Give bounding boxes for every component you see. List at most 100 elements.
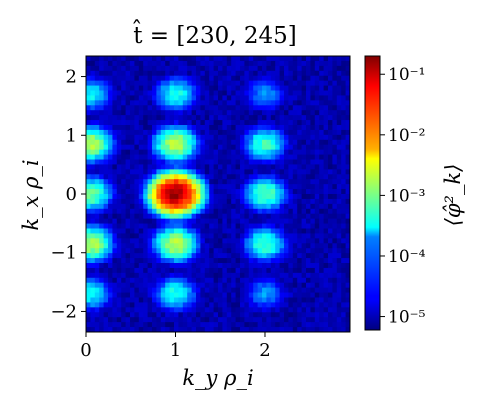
- heatmap-cell: [116, 282, 122, 289]
- heatmap-cell: [86, 208, 91, 215]
- heatmap-cell: [200, 184, 206, 190]
- heatmap-cell: [209, 208, 214, 215]
- heatmap-cell: [310, 75, 316, 82]
- heatmap-cell: [226, 65, 232, 72]
- heatmap-cell: [204, 223, 210, 229]
- heatmap-cell: [187, 144, 192, 151]
- heatmap-cell: [94, 65, 100, 72]
- heatmap-cell: [235, 307, 241, 313]
- heatmap-cell: [266, 110, 272, 116]
- heatmap-cell: [160, 70, 166, 77]
- heatmap-cell: [178, 302, 184, 308]
- heatmap-cell: [240, 312, 245, 318]
- heatmap-cell: [130, 238, 135, 244]
- heatmap-cell: [332, 179, 338, 185]
- heatmap-cell: [328, 203, 333, 210]
- heatmap-cell: [319, 60, 324, 67]
- heatmap-cell: [94, 149, 100, 155]
- heatmap-cell: [191, 203, 197, 210]
- heatmap-cell: [288, 149, 294, 155]
- heatmap-cell: [152, 218, 157, 224]
- heatmap-cell: [138, 95, 144, 101]
- heatmap-cell: [222, 327, 228, 333]
- heatmap-cell: [240, 317, 245, 323]
- heatmap-cell: [262, 307, 267, 313]
- heatmap-cell: [138, 263, 144, 269]
- heatmap-cell: [99, 90, 104, 96]
- heatmap-cell: [165, 297, 170, 303]
- heatmap-cell: [200, 302, 206, 308]
- heatmap-cell: [336, 223, 342, 229]
- heatmap-cell: [253, 179, 258, 185]
- heatmap-cell: [160, 105, 166, 111]
- heatmap-cell: [336, 75, 342, 82]
- heatmap-cell: [103, 56, 109, 62]
- heatmap-cell: [200, 179, 206, 185]
- heatmap-cell: [213, 258, 219, 264]
- heatmap-cell: [108, 194, 113, 200]
- heatmap-cell: [108, 292, 113, 298]
- heatmap-cell: [204, 100, 210, 106]
- heatmap-cell: [156, 307, 162, 313]
- heatmap-cell: [341, 302, 346, 308]
- heatmap-cell: [231, 110, 236, 116]
- heatmap-cell: [266, 327, 272, 333]
- heatmap-cell: [204, 277, 210, 284]
- heatmap-cell: [253, 60, 258, 67]
- heatmap-cell: [270, 223, 276, 229]
- heatmap-cell: [103, 169, 109, 175]
- heatmap-cell: [235, 164, 241, 170]
- heatmap-cell: [301, 327, 307, 333]
- heatmap-cell: [112, 90, 118, 96]
- heatmap-cell: [134, 198, 140, 205]
- heatmap-cell: [182, 287, 188, 293]
- heatmap-cell: [108, 203, 113, 210]
- heatmap-cell: [345, 85, 351, 91]
- heatmap-cell: [187, 120, 192, 126]
- heatmap-cell: [94, 277, 100, 284]
- heatmap-cell: [231, 115, 236, 121]
- heatmap-cell: [240, 110, 245, 116]
- heatmap-cell: [284, 129, 289, 136]
- heatmap-cell: [147, 203, 153, 210]
- heatmap-cell: [165, 105, 170, 111]
- heatmap-cell: [94, 203, 100, 210]
- heatmap-cell: [213, 139, 219, 146]
- heatmap-cell: [147, 238, 153, 244]
- heatmap-cell: [196, 248, 201, 254]
- heatmap-cell: [138, 139, 144, 146]
- heatmap-cell: [328, 198, 333, 205]
- heatmap-cell: [200, 253, 206, 259]
- heatmap-cell: [266, 233, 272, 239]
- heatmap-cell: [306, 125, 311, 131]
- heatmap-cell: [231, 134, 236, 141]
- heatmap-cell: [240, 154, 245, 160]
- heatmap-cell: [90, 263, 96, 269]
- heatmap-cell: [336, 277, 342, 284]
- heatmap-cell: [235, 258, 241, 264]
- heatmap-cell: [314, 243, 320, 249]
- heatmap-cell: [143, 267, 148, 274]
- heatmap-cell: [341, 90, 346, 96]
- heatmap-cell: [108, 120, 113, 126]
- heatmap-cell: [182, 277, 188, 284]
- heatmap-cell: [90, 110, 96, 116]
- heatmap-cell: [147, 169, 153, 175]
- heatmap-cell: [182, 213, 188, 220]
- heatmap-cell: [332, 120, 338, 126]
- heatmap-cell: [222, 149, 228, 155]
- heatmap-cell: [134, 144, 140, 151]
- heatmap-cell: [231, 179, 236, 185]
- heatmap-cell: [103, 297, 109, 303]
- heatmap-cell: [319, 317, 324, 323]
- heatmap-cell: [332, 194, 338, 200]
- heatmap-cell: [297, 179, 302, 185]
- heatmap-cell: [248, 85, 254, 91]
- heatmap-cell: [165, 80, 170, 86]
- heatmap-cell: [266, 60, 272, 67]
- heatmap-cell: [143, 312, 148, 318]
- heatmap-cell: [231, 198, 236, 205]
- heatmap-cell: [165, 322, 170, 328]
- heatmap-cell: [240, 179, 245, 185]
- heatmap-cell: [134, 267, 140, 274]
